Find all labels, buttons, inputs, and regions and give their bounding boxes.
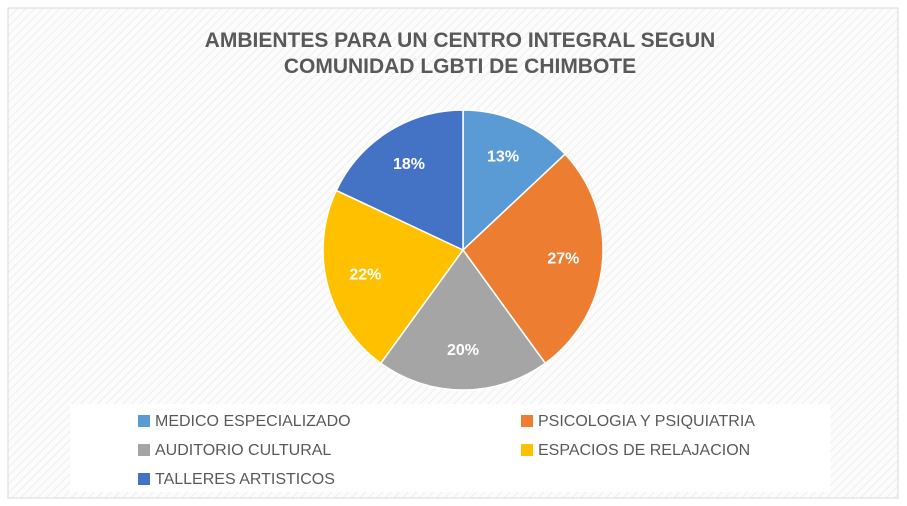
pie-slice [462,109,567,252]
data-label: 18% [393,156,425,173]
legend-box [70,404,830,492]
data-label: 13% [487,149,519,166]
pie-slice [462,153,604,365]
legend-swatch [138,415,150,427]
legend-swatch [138,444,150,456]
data-label: 20% [447,342,479,359]
pie-slice [335,109,464,252]
legend-swatch [521,444,533,456]
legend-swatch [521,415,533,427]
legend-label: AUDITORIO CULTURAL [155,442,331,459]
chart-title: AMBIENTES PARA UN CENTRO INTEGRAL SEGUN … [204,29,716,78]
legend-swatch [138,473,150,485]
pie-slice [379,248,547,391]
data-label: 27% [547,251,579,268]
data-label: 22% [349,266,381,283]
legend-label: TALLERES ARTISTICOS [155,471,335,488]
legend-label: PSICOLOGIA Y PSIQUIATRIA [538,413,755,430]
legend-label: ESPACIOS DE RELAJACION [538,442,750,459]
legend-label: MEDICO ESPECIALIZADO [155,413,351,430]
